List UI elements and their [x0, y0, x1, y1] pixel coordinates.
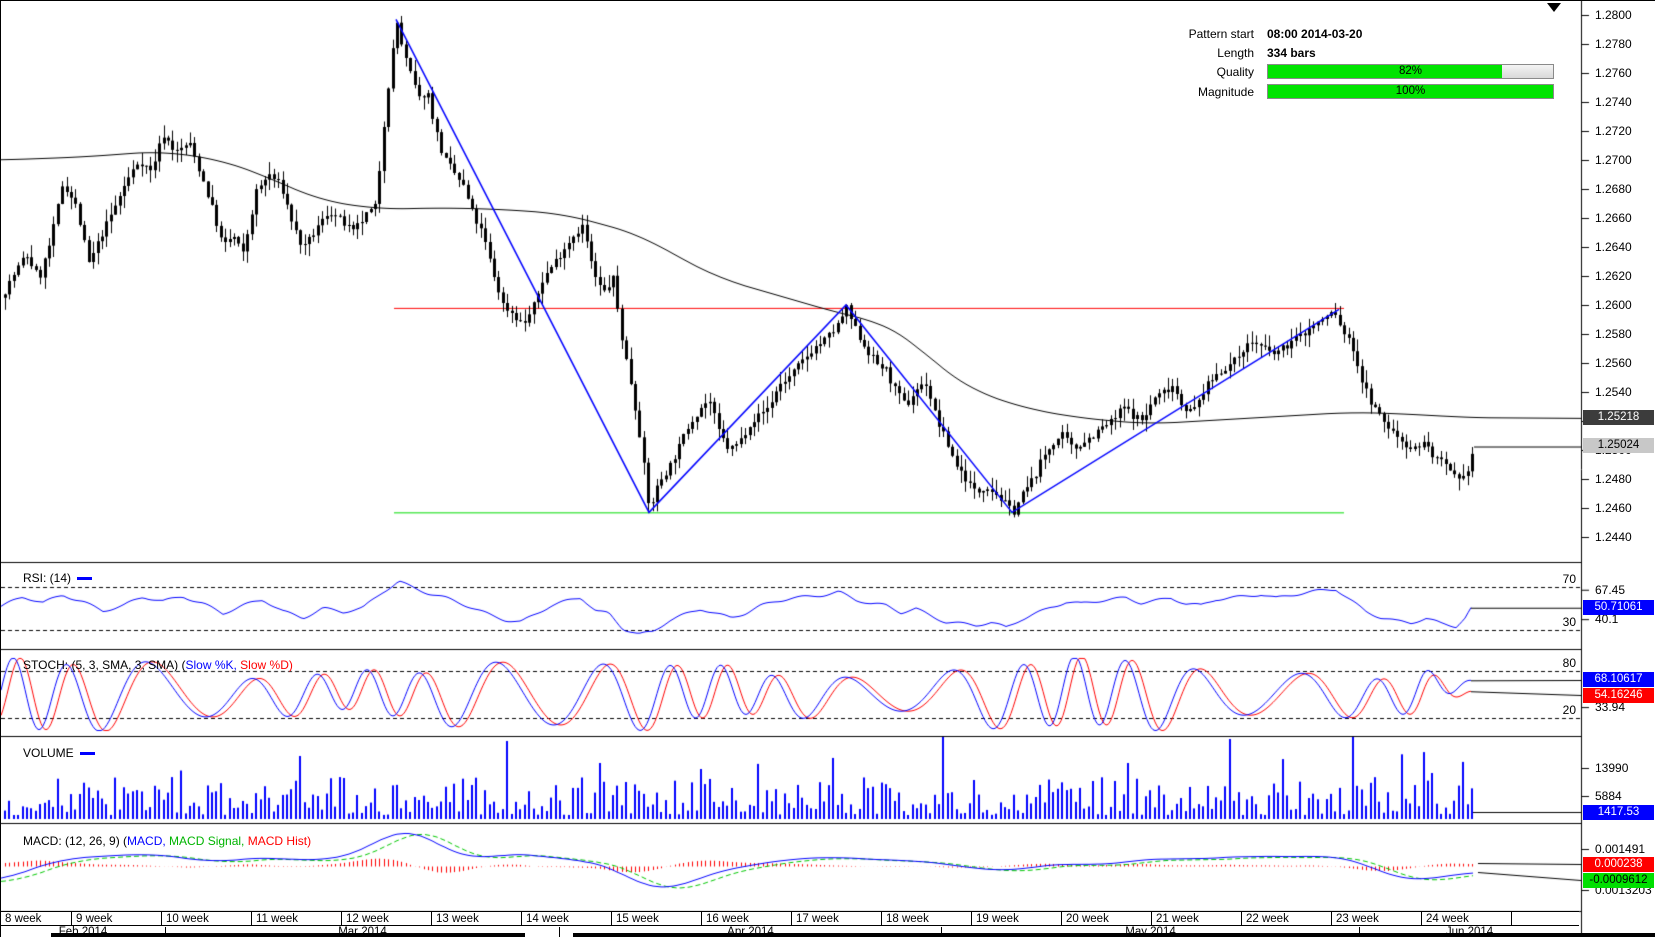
- pattern-start-value: 08:00 2014-03-20: [1267, 27, 1363, 41]
- volume-title-text: VOLUME: [23, 746, 74, 760]
- price-tick-label: 1.2620: [1595, 269, 1632, 283]
- price-tick-label: 1.2540: [1595, 385, 1632, 399]
- volume-color-icon: [79, 752, 95, 756]
- volume-tick-13990: 13990: [1595, 761, 1629, 775]
- week-cell-empty: [1511, 911, 1579, 926]
- price-tick-label: 1.2460: [1595, 501, 1632, 515]
- macd-panel-title: MACD: (12, 26, 9) (MACD, MACD Signal, MA…: [23, 834, 311, 848]
- pattern-magnitude-label: Magnitude: [1197, 85, 1254, 99]
- price-tick-label: 1.2720: [1595, 124, 1632, 138]
- magnitude-progress-bar: 100%: [1267, 84, 1554, 99]
- week-cell: 9 week: [71, 911, 161, 926]
- bottom-edge-strip: [573, 933, 1655, 937]
- rsi-level-30: 30: [1562, 615, 1576, 629]
- month-cell: Mar 2014: [165, 926, 559, 937]
- month-cell: May 2014: [941, 926, 1359, 937]
- stoch-legend-d: Slow %D): [236, 658, 293, 672]
- price-tick-label: 1.2440: [1595, 530, 1632, 544]
- price-tick-label: 1.2480: [1595, 472, 1632, 486]
- ma-value-badge: 1.25218: [1583, 410, 1654, 425]
- price-tick-label: 1.2700: [1595, 153, 1632, 167]
- week-cell: 10 week: [161, 911, 251, 926]
- week-cell: 12 week: [341, 911, 431, 926]
- rsi-tick-6745: 67.45: [1595, 583, 1626, 597]
- month-cell: Apr 2014: [559, 926, 941, 937]
- price-tick-label: 1.2740: [1595, 95, 1632, 109]
- price-tick-label: 1.2600: [1595, 298, 1632, 312]
- macd-signal-badge: -0.0009612: [1583, 873, 1654, 888]
- macd-tick-top: 0.001491: [1595, 842, 1646, 856]
- week-cell: 14 week: [521, 911, 611, 926]
- stoch-title-text: STOCH: (5, 3, SMA, 3, SMA) (: [23, 658, 186, 672]
- pattern-length-value: 334 bars: [1267, 46, 1316, 60]
- price-tick-label: 1.2640: [1595, 240, 1632, 254]
- week-cell: 11 week: [251, 911, 341, 926]
- month-cell: Feb 2014: [1, 926, 165, 937]
- price-tick-label: 1.2680: [1595, 182, 1632, 196]
- magnitude-progress-text: 100%: [1395, 85, 1426, 97]
- price-tick-label: 1.2580: [1595, 327, 1632, 341]
- rsi-tick-401: 40.1: [1595, 612, 1619, 626]
- quality-progress-bar: 82%: [1267, 64, 1554, 79]
- macd-legend-macd: MACD,: [127, 834, 166, 848]
- week-cell: 24 week: [1421, 911, 1511, 926]
- volume-value-badge: 1417.53: [1583, 805, 1654, 820]
- volume-tick-5884: 5884: [1595, 789, 1622, 803]
- scroll-up-marker-icon[interactable]: [1547, 3, 1561, 12]
- stoch-legend-k: Slow %K,: [185, 658, 237, 672]
- macd-legend-signal: MACD Signal,: [165, 834, 245, 848]
- pattern-length-label: Length: [1217, 46, 1254, 60]
- rsi-panel-title: RSI: (14): [23, 571, 93, 585]
- price-tick-label: 1.2560: [1595, 356, 1632, 370]
- week-cell: 13 week: [431, 911, 521, 926]
- quality-progress-fill: [1268, 65, 1502, 78]
- pattern-quality-label: Quality: [1216, 65, 1254, 79]
- rsi-line-color-icon: [77, 577, 93, 581]
- stoch-level-20: 20: [1562, 703, 1576, 717]
- rsi-value-badge: 50.71061: [1583, 600, 1654, 615]
- stoch-level-80: 80: [1562, 656, 1576, 670]
- stoch-k-badge: 68.10617: [1583, 672, 1654, 687]
- week-cell: 8 week: [1, 911, 71, 926]
- current-price-badge: 1.25024: [1583, 438, 1654, 453]
- price-tick-label: 1.2660: [1595, 211, 1632, 225]
- bottom-edge-strip: [51, 933, 525, 937]
- week-cell: 16 week: [701, 911, 791, 926]
- rsi-title-text: RSI: (14): [23, 571, 72, 585]
- volume-panel-title: VOLUME: [23, 746, 95, 760]
- magnitude-progress-fill: [1268, 85, 1553, 98]
- macd-hist-badge: 0.000238: [1583, 857, 1654, 872]
- week-cell: 23 week: [1331, 911, 1421, 926]
- price-tick-label: 1.2800: [1595, 8, 1632, 22]
- stoch-panel-title: STOCH: (5, 3, SMA, 3, SMA) (Slow %K, Slo…: [23, 658, 293, 672]
- week-cell: 17 week: [791, 911, 881, 926]
- week-cell: 20 week: [1061, 911, 1151, 926]
- pattern-start-label: Pattern start: [1188, 27, 1254, 41]
- week-cell: 15 week: [611, 911, 701, 926]
- quality-progress-text: 82%: [1398, 65, 1423, 77]
- price-tick-label: 1.2780: [1595, 37, 1632, 51]
- week-cell: 18 week: [881, 911, 971, 926]
- stoch-tick-3394: 33.94: [1595, 700, 1626, 714]
- week-cell: 22 week: [1241, 911, 1331, 926]
- week-cell: 21 week: [1151, 911, 1241, 926]
- week-cell: 19 week: [971, 911, 1061, 926]
- macd-legend-hist: MACD Hist): [244, 834, 312, 848]
- price-tick-label: 1.2760: [1595, 66, 1632, 80]
- month-cell: Jun 2014: [1359, 926, 1579, 937]
- rsi-level-70: 70: [1562, 572, 1576, 586]
- macd-title-text: MACD: (12, 26, 9) (: [23, 834, 128, 848]
- stoch-d-badge: 54.16246: [1583, 688, 1654, 703]
